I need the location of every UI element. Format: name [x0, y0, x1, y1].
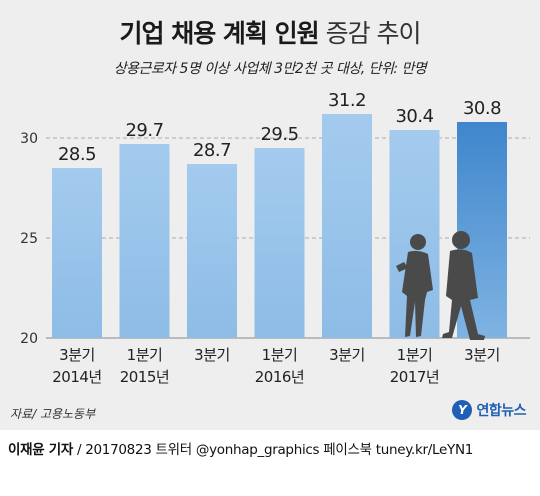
value-label-4: 31.2	[328, 90, 366, 111]
value-label-2: 28.7	[193, 140, 231, 161]
value-label-0: 28.5	[58, 144, 96, 165]
person2-body-icon	[442, 249, 485, 340]
x-year-label-5: 2017년	[390, 368, 439, 386]
bar-chart: 20 25 30 28.5 3분기 2014년 29.7 1분기 2015년 28.7 3분기 29.…	[20, 90, 530, 386]
x-year-label-1: 2015년	[120, 368, 169, 386]
chart-subtitle: 상용근로자 5명 이상 사업체 3만2천 곳 대상, 단위: 만명	[113, 61, 427, 77]
bar-3	[254, 148, 305, 338]
bar-4	[322, 114, 372, 338]
person1-head-icon	[410, 234, 426, 250]
bar-2	[187, 164, 237, 338]
x-tick-label-1: 1분기	[127, 346, 163, 364]
credit-text: / 20170823 트위터 @yonhap_graphics 페이스북 tun…	[73, 442, 474, 458]
x-tick-label-0: 3분기	[59, 346, 95, 364]
x-tick-label-3: 1분기	[262, 346, 298, 364]
yonhap-logo-text: 연합뉴스	[476, 403, 526, 419]
value-label-3: 29.5	[260, 124, 298, 145]
walking-people-illustration	[396, 231, 485, 340]
x-tick-label-4: 3분기	[329, 346, 365, 364]
person1-body-icon	[402, 250, 433, 337]
y-tick-label-1: 25	[20, 231, 38, 247]
value-label-5: 30.4	[395, 106, 433, 127]
bar-5	[389, 130, 440, 338]
person1-arm-icon	[396, 262, 408, 272]
x-tick-label-2: 3분기	[194, 346, 230, 364]
y-tick-label-0: 20	[20, 331, 38, 347]
x-year-label-3: 2016년	[255, 368, 304, 386]
bar-0	[52, 168, 102, 338]
chart-title: 기업 채용 계획 인원 증감 추이	[0, 14, 540, 50]
title-suffix: 증감 추이	[325, 19, 422, 48]
credit-line: 이재윤 기자 / 20170823 트위터 @yonhap_graphics 페…	[8, 438, 473, 458]
yonhap-logo-icon: Y	[452, 400, 473, 420]
reporter-name: 이재윤 기자	[8, 442, 73, 458]
x-tick-label-5: 1분기	[397, 346, 433, 364]
title-main: 기업 채용 계획 인원	[119, 19, 319, 48]
person2-head-icon	[452, 231, 470, 249]
x-tick-label-6: 3분기	[464, 346, 500, 364]
source-note: 자료/ 고용노동부	[10, 407, 96, 421]
x-year-label-0: 2014년	[52, 368, 101, 386]
yonhap-logo: Y 연합뉴스	[452, 400, 526, 420]
value-label-6: 30.8	[463, 98, 501, 119]
value-label-1: 29.7	[125, 120, 163, 141]
y-tick-label-2: 30	[20, 131, 38, 147]
bar-1	[119, 144, 170, 338]
